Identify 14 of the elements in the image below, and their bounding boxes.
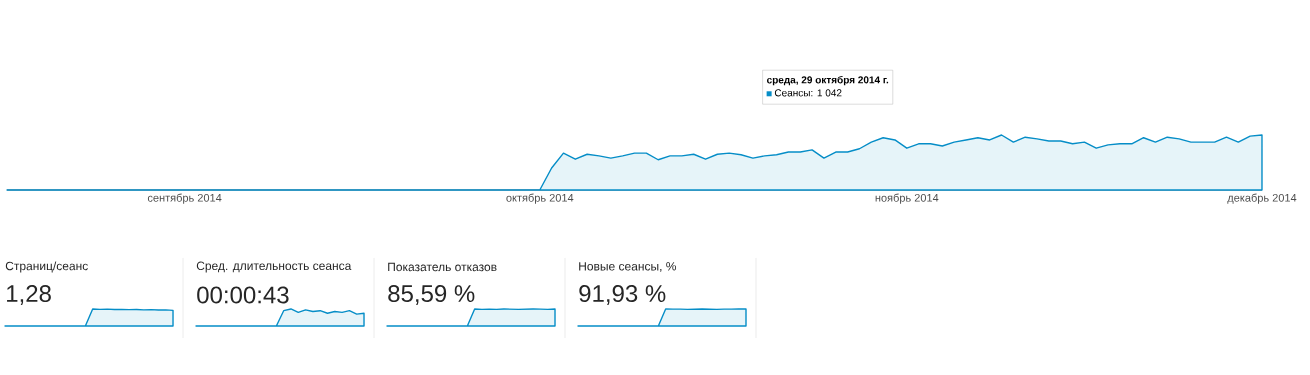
x-tick-label: ноябрь 2014 [875, 193, 939, 204]
chart-subtitle: 91,93 % [579, 285, 666, 305]
x-tick-label: сентябрь 2014 [147, 193, 222, 204]
text: Сеансы: 1 042 [774, 89, 842, 97]
chart-title: Показатель отказов [388, 262, 497, 272]
chart-subtitle: 00:00:43 [197, 286, 289, 304]
chart-subtitle: 85,59 % [388, 285, 475, 305]
chart-title: Новые сеансы, % [579, 262, 677, 272]
text: среда, 29 октября 2014 г. [767, 75, 889, 86]
chart-title: Сред. длительность сеанса [196, 261, 352, 273]
chart-subtitle: 1,28 [7, 285, 51, 305]
x-tick-label: октябрь 2014 [506, 193, 574, 204]
chart-title: Страниц/сеанс [5, 261, 88, 273]
x-tick-label: декабрь 2014 [1227, 193, 1297, 204]
